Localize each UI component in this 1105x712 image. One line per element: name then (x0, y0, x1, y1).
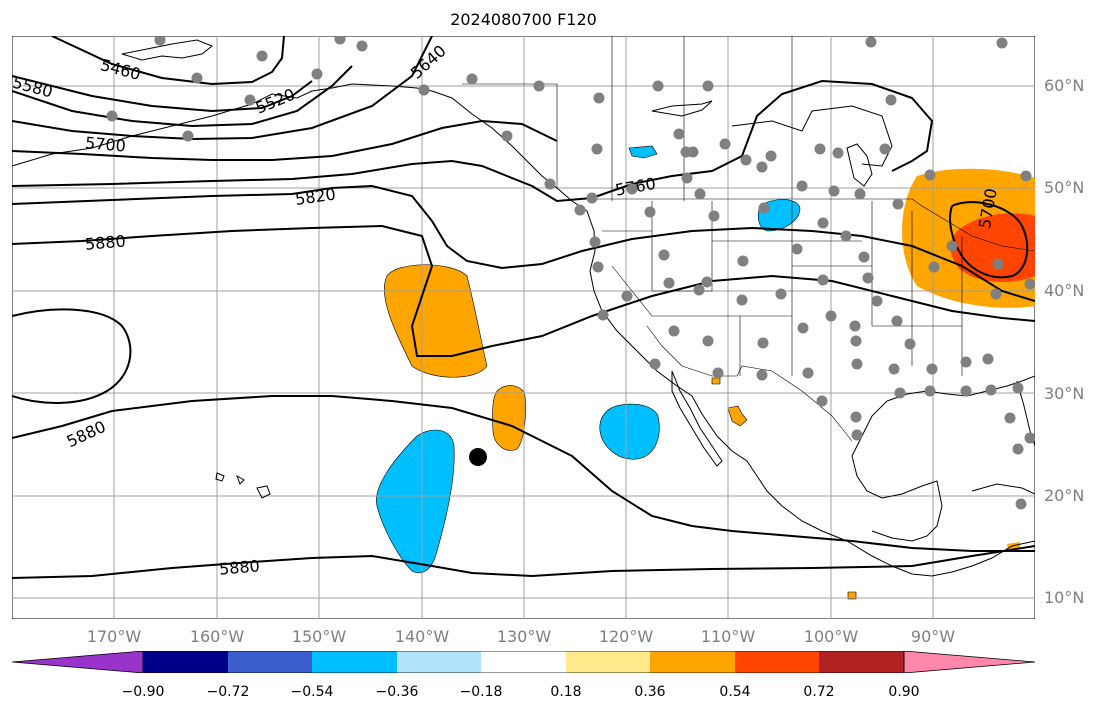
colorbar-bin-7 (650, 651, 735, 673)
lon-label-150w: 150°W (291, 627, 347, 646)
height-contours (12, 36, 1035, 579)
colorbar-tick-neg018: −0.18 (459, 684, 503, 700)
pacific-negative-anomaly-1 (376, 429, 455, 574)
lat-label-30n: 30°N (1044, 384, 1085, 403)
contour-5460 (51, 36, 285, 86)
map-panel[interactable]: 5460 5580 5520 5640 5700 5760 5820 5880 … (12, 36, 1035, 619)
colorbar-tick-pos036: 0.36 (634, 684, 666, 700)
contour-5700-west (12, 119, 558, 161)
lon-label-100w: 100°W (803, 627, 859, 646)
lat-label-20n: 20°N (1044, 486, 1085, 505)
colorbar-tick-neg036: −0.36 (375, 684, 419, 700)
contour-5880-south (12, 395, 1035, 552)
lat-label-10n: 10°N (1044, 588, 1085, 607)
contour-5820 (12, 184, 1035, 302)
contour-5640 (12, 36, 433, 141)
lon-label-110w: 110°W (700, 627, 756, 646)
station-markers (106, 36, 1035, 510)
pacific-negative-anomaly-2 (599, 403, 660, 460)
lon-label-160w: 160°W (189, 627, 245, 646)
colorbar (11, 650, 1036, 674)
colorbar-tick-pos072: 0.72 (803, 684, 835, 700)
contour-5880-low (12, 308, 132, 404)
contour-5580 (12, 65, 353, 128)
contour-label-5880-a: 5880 (84, 231, 126, 253)
contour-5880-north (12, 224, 1035, 357)
pacific-positive-anomaly-2 (492, 385, 526, 451)
colorbar-bin-1 (143, 651, 228, 673)
graticule (12, 36, 1035, 619)
pacific-positive-anomaly-1 (384, 264, 488, 378)
colorbar-tick-pos018: 0.18 (550, 684, 582, 700)
colorbar-tick-neg090: −0.90 (121, 684, 165, 700)
lon-label-170w: 170°W (86, 627, 142, 646)
colorbar-bin-4 (397, 651, 481, 673)
colorbar-bin-3 (312, 651, 397, 673)
anomaly-fills (376, 145, 1035, 600)
lon-label-90w: 90°W (910, 627, 956, 646)
colorbar-bin-6 (566, 651, 650, 673)
lat-label-60n: 60°N (1044, 76, 1085, 95)
contour-label-5880-c: 5880 (218, 556, 260, 578)
canada-negative-anomaly (628, 145, 658, 159)
gulf-positive-anomaly (711, 377, 721, 385)
lon-label-120w: 120°W (598, 627, 654, 646)
colorbar-tick-neg054: −0.54 (290, 684, 334, 700)
colorbar-bin-5 (481, 651, 566, 673)
colorbar-extend-high (903, 650, 1036, 674)
political-borders (462, 36, 1035, 442)
midwest-strong-anomaly (950, 213, 1035, 282)
lon-label-140w: 140°W (394, 627, 450, 646)
lat-label-40n: 40°N (1044, 281, 1085, 300)
colorbar-bin-8 (735, 651, 819, 673)
contour-5520 (12, 75, 313, 113)
storm-center-marker[interactable] (469, 448, 487, 466)
colorbar-tick-neg072: −0.72 (206, 684, 250, 700)
colorbar-tick-pos090: 0.90 (888, 684, 920, 700)
lon-label-130w: 130°W (496, 627, 552, 646)
colorbar-bin-2 (228, 651, 312, 673)
pacific-positive-anomaly-3 (847, 591, 857, 600)
contour-label-5700: 5700 (84, 133, 126, 155)
colorbar-tick-pos054: 0.54 (719, 684, 751, 700)
lat-label-50n: 50°N (1044, 178, 1085, 197)
colorbar-extend-low (11, 650, 144, 674)
map-title: 2024080700 F120 (450, 10, 597, 29)
mexico-positive-anomaly (727, 405, 748, 427)
colorbar-bin-9 (819, 651, 904, 673)
contour-5880-bottom (12, 545, 1035, 579)
